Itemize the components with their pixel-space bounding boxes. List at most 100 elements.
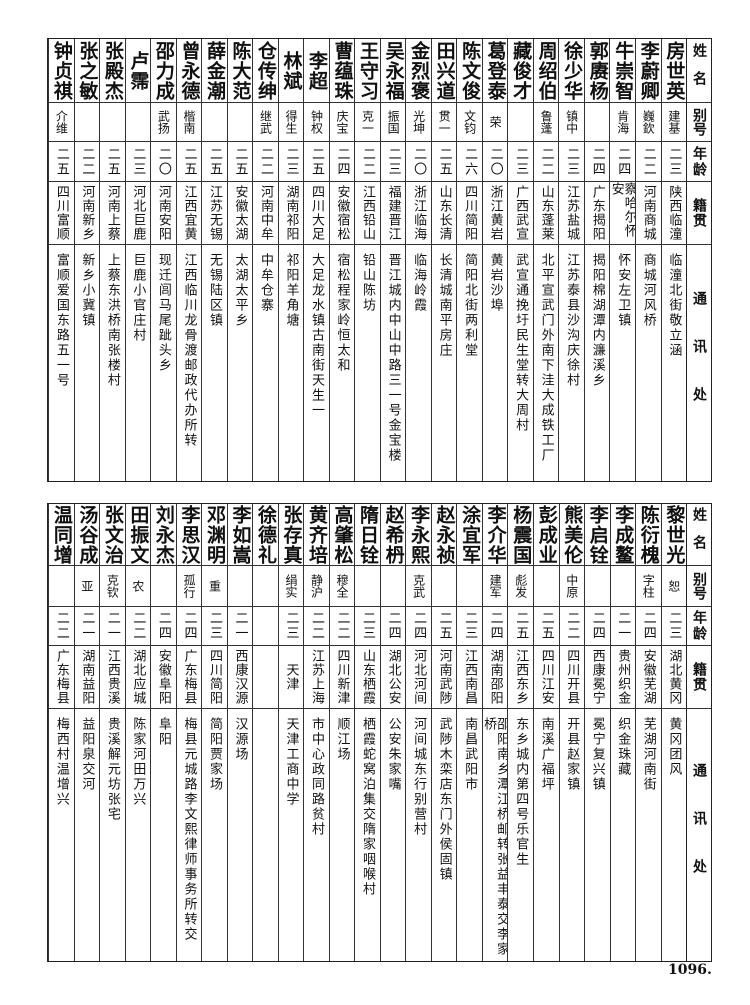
name-text: 张文治 bbox=[101, 504, 124, 565]
age-cell: 二一 bbox=[74, 607, 100, 646]
name-text: 汤谷成 bbox=[76, 504, 99, 565]
alias-text: 得生 bbox=[284, 110, 298, 134]
person-record-column: 邵力成 武扬 二〇 河南安阳 现迁闾马尾跐头乡 bbox=[150, 39, 176, 481]
address-text: 大足龙水镇古南街天生一 bbox=[309, 253, 325, 418]
origin-cell: 湖北公安 bbox=[380, 646, 406, 709]
address-cell: 织金珠藏 bbox=[611, 709, 636, 961]
name-text: 隋日铨 bbox=[357, 504, 380, 565]
origin-cell: 河北河间 bbox=[406, 646, 431, 709]
address-text: 武陟木栾店东门外侯固镇 bbox=[436, 717, 452, 882]
alias-cell bbox=[584, 103, 610, 142]
origin-cell: 江苏无锡 bbox=[202, 182, 227, 245]
name-cell: 张殿杰 bbox=[100, 39, 125, 103]
origin-text: 西康汉源 bbox=[232, 649, 248, 705]
age-text: 二三 bbox=[666, 611, 682, 641]
age-text: 二三 bbox=[206, 611, 222, 641]
age-cell: 二二 bbox=[329, 607, 355, 646]
origin-text: 四川简阳 bbox=[206, 649, 222, 705]
age-text: 二三 bbox=[283, 146, 299, 177]
address-cell: 商城河风桥 bbox=[636, 245, 661, 481]
person-record-column: 郭赓杨 二四 广东揭阳 揭阳棉湖潭内濂溪乡 bbox=[583, 39, 610, 481]
address-text: 贵溪解元坊张宅 bbox=[104, 717, 120, 822]
name-cell: 高肇松 bbox=[329, 504, 355, 566]
name-text: 李超 bbox=[306, 50, 329, 91]
age-text: 二五 bbox=[436, 146, 452, 177]
alias-text: 绢实 bbox=[284, 574, 298, 598]
header-name-cell: 姓名 bbox=[687, 504, 711, 566]
address-text: 东乡城内第四号乐官生 bbox=[513, 717, 529, 867]
alias-text: 介维 bbox=[54, 110, 69, 134]
age-cell: 二〇 bbox=[151, 142, 176, 182]
alias-cell bbox=[355, 566, 380, 607]
person-record-column: 王守习 克一 二二 江西铅山 铅山陈坊 bbox=[354, 39, 380, 481]
name-text: 李思汉 bbox=[178, 504, 201, 565]
address-cell: 富顺爱国东路五一号 bbox=[49, 245, 74, 481]
name-cell: 汤谷成 bbox=[74, 504, 100, 566]
origin-cell: 西康冕宁 bbox=[585, 646, 610, 709]
age-cell: 二四 bbox=[636, 607, 661, 646]
alias-text: 光坤 bbox=[411, 110, 426, 134]
age-cell: 二五 bbox=[202, 142, 227, 182]
age-cell: 二一 bbox=[227, 607, 253, 646]
age-cell: 二二 bbox=[125, 607, 151, 646]
origin-text: 四川大足 bbox=[309, 185, 325, 241]
age-text: 二五 bbox=[104, 146, 120, 177]
address-cell: 巨鹿小官庄村 bbox=[126, 245, 151, 481]
address-cell: 上蔡东洪桥南张楼村 bbox=[100, 245, 125, 481]
age-cell: 二三 bbox=[355, 607, 380, 646]
address-cell: 临潼北街敬立涵 bbox=[662, 245, 687, 481]
origin-cell: 湖北黄冈 bbox=[661, 646, 687, 709]
origin-cell: 山东蓬莱 bbox=[533, 182, 559, 245]
name-text: 卢霈 bbox=[127, 50, 150, 91]
name-text: 李启铨 bbox=[586, 504, 609, 565]
alias-cell: 克钦 bbox=[100, 566, 125, 607]
name-cell: 彭成业 bbox=[533, 504, 559, 566]
header-alias-cell: 别号 bbox=[687, 103, 711, 142]
alias-cell: 中原 bbox=[559, 566, 585, 607]
name-cell: 陈大范 bbox=[227, 39, 253, 103]
origin-text: 河南中牟 bbox=[257, 185, 273, 241]
address-cell: 市中心政同路贫村 bbox=[304, 709, 329, 961]
address-cell: 临海岭霞 bbox=[406, 245, 431, 481]
origin-cell: 河南商城 bbox=[636, 182, 661, 245]
name-text: 赵希枬 bbox=[382, 504, 405, 565]
age-text: 二一 bbox=[615, 611, 631, 641]
alias-text: 镇中 bbox=[564, 110, 579, 134]
origin-cell: 河南安阳 bbox=[151, 182, 176, 245]
alias-text: 贯一 bbox=[437, 110, 452, 134]
alias-cell: 楷南 bbox=[176, 103, 202, 142]
alias-cell: 恕 bbox=[661, 566, 687, 607]
person-record-column: 卢霈 二三 河北巨鹿 巨鹿小官庄村 bbox=[124, 39, 151, 481]
alias-cell: 介维 bbox=[49, 103, 74, 142]
person-record-column: 熊美伦 中原 二二 四川开县 开县赵家镇 bbox=[558, 504, 585, 961]
alias-text: 武扬 bbox=[156, 110, 171, 134]
origin-text: 湖南邵阳 bbox=[487, 649, 503, 705]
origin-text: 湖北公安 bbox=[385, 649, 401, 705]
name-cell: 涂宜军 bbox=[457, 504, 482, 566]
age-cell: 二三 bbox=[457, 607, 482, 646]
person-record-column: 周绍伯 鲁蓬 二二 山东蓬莱 北平宣武门外南下洼大成铁工厂 bbox=[532, 39, 559, 481]
address-cell: 宿松程家岭恒太和 bbox=[330, 245, 355, 481]
address-cell: 益阳泉交河 bbox=[75, 709, 100, 961]
name-text: 彭成业 bbox=[535, 504, 558, 565]
alias-cell: 得生 bbox=[278, 103, 304, 142]
address-cell: 阜阳 bbox=[151, 709, 176, 961]
name-text: 仓传绅 bbox=[254, 40, 277, 101]
name-text: 张存真 bbox=[280, 504, 303, 565]
origin-cell: 四川简阳 bbox=[457, 182, 482, 245]
alias-text: 继武 bbox=[258, 110, 273, 134]
alias-cell: 农 bbox=[125, 566, 151, 607]
origin-cell: 江西南昌 bbox=[457, 646, 482, 709]
alias-text: 穆全 bbox=[335, 574, 350, 598]
address-cell: 铅山陈坊 bbox=[355, 245, 380, 481]
address-cell: 黄冈团风 bbox=[662, 709, 687, 961]
age-cell: 二三 bbox=[278, 142, 304, 182]
alias-cell: 继武 bbox=[253, 103, 278, 142]
header-origin-cell: 籍贯 bbox=[687, 182, 711, 245]
age-cell: 二四 bbox=[329, 142, 355, 182]
age-cell: 二三 bbox=[661, 607, 687, 646]
origin-text: 广西武宣 bbox=[513, 185, 529, 241]
age-text: 二三 bbox=[130, 146, 146, 177]
address-cell bbox=[253, 709, 278, 961]
origin-cell: 察哈尔怀安 bbox=[610, 182, 636, 245]
